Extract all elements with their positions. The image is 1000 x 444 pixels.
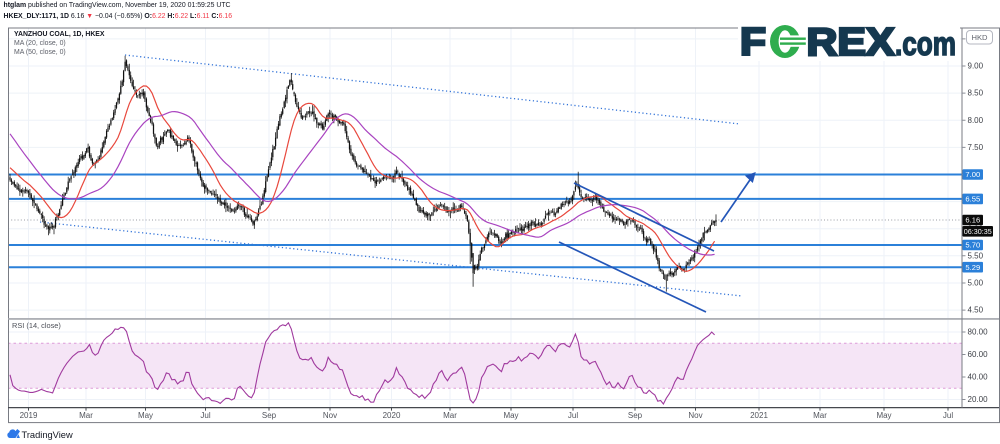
svg-text:06:30:35: 06:30:35 [964,227,992,236]
svg-text:Nov: Nov [323,411,337,420]
svg-text:F: F [740,21,766,64]
svg-text:Sep: Sep [628,411,643,420]
svg-text:2019: 2019 [20,411,38,420]
svg-text:6.55: 6.55 [965,195,980,204]
svg-text:5.70: 5.70 [965,241,980,250]
svg-text:TradingView: TradingView [22,430,73,440]
svg-text:Jul: Jul [200,411,210,420]
svg-text:4.50: 4.50 [968,306,984,315]
svg-text:80.00: 80.00 [968,328,989,337]
svg-text:Sep: Sep [262,411,277,420]
svg-text:2020: 2020 [383,411,401,420]
svg-text:May: May [876,411,891,420]
svg-text:8.00: 8.00 [968,116,984,125]
svg-text:Mar: Mar [813,411,827,420]
svg-text:5.50: 5.50 [968,251,984,260]
svg-text:40.00: 40.00 [968,373,989,382]
svg-text:Mar: Mar [443,411,457,420]
svg-text:May: May [503,411,518,420]
svg-text:.com: .com [895,25,956,62]
svg-text:6.16: 6.16 [965,216,980,225]
svg-text:Mar: Mar [79,411,93,420]
svg-text:5.29: 5.29 [965,263,980,272]
svg-text:8.50: 8.50 [968,89,984,98]
svg-text:Nov: Nov [688,411,702,420]
svg-text:60.00: 60.00 [968,350,989,359]
svg-text:7.00: 7.00 [965,170,980,179]
svg-text:5.00: 5.00 [968,279,984,288]
svg-text:9.00: 9.00 [968,62,984,71]
svg-text:HKD: HKD [971,33,988,42]
svg-text:7.50: 7.50 [968,143,984,152]
svg-text:Jul: Jul [943,411,953,420]
svg-text:REX: REX [807,21,895,64]
svg-text:2021: 2021 [750,411,768,420]
svg-text:20.00: 20.00 [968,395,989,404]
svg-text:May: May [138,411,153,420]
svg-text:Jul: Jul [568,411,578,420]
